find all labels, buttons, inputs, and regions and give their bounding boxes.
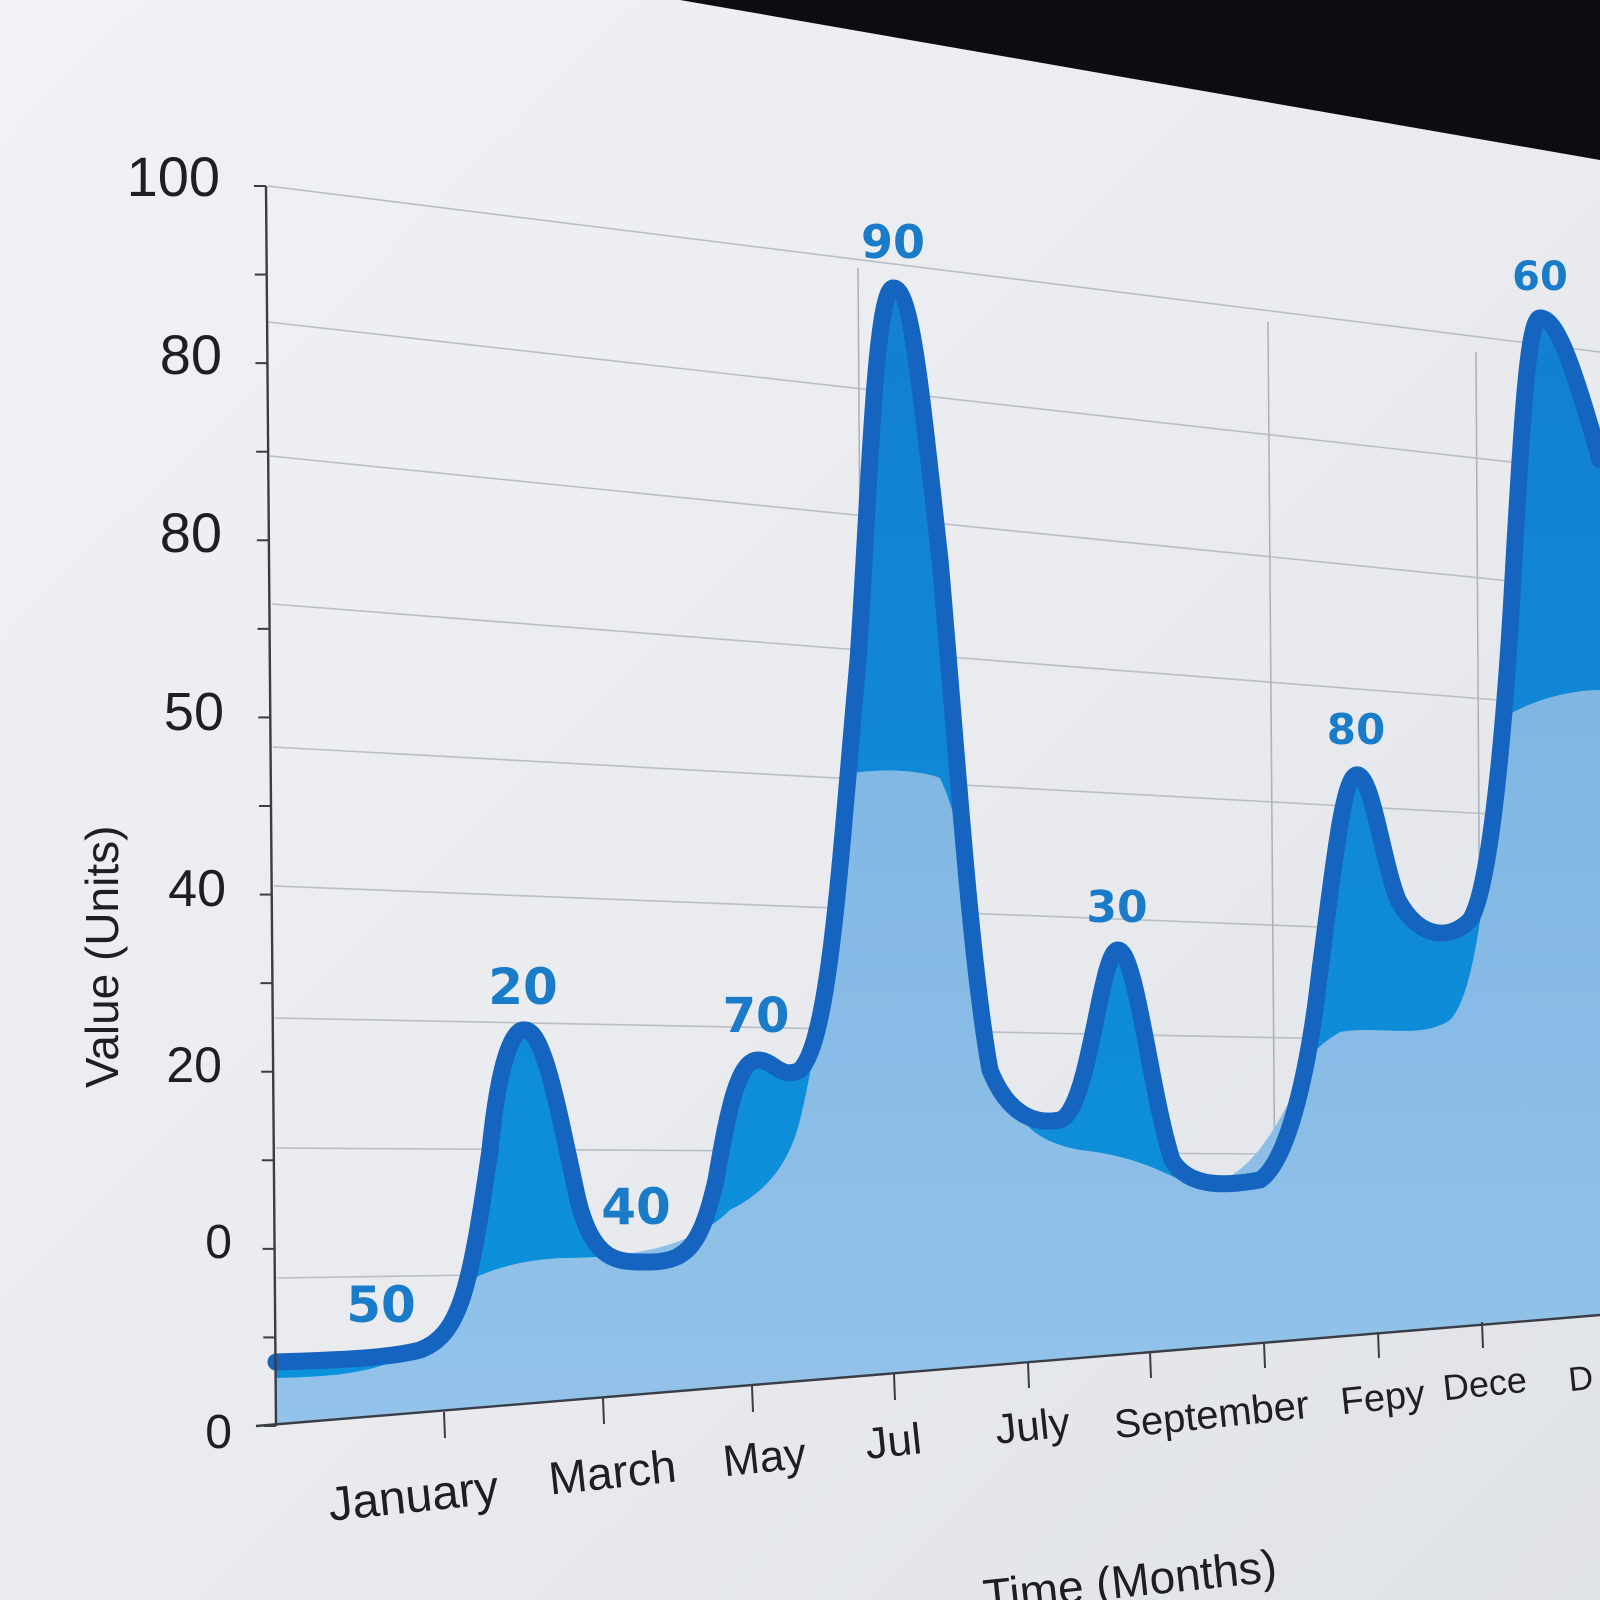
x-axis-line [255,1313,1600,1428]
y-tick-label: 20 [166,1037,222,1093]
data-point-label: 80 [1327,705,1385,754]
y-tick-label: 100 [127,145,220,208]
x-tick-label: D [1567,1359,1595,1399]
data-labels: 50 20 40 70 90 30 80 60 [346,215,1568,1334]
horizontal-gridline [267,185,1600,353]
y-tick-label: 50 [164,682,224,742]
y-tick-label: 80 [160,323,222,386]
x-tick-label: July [993,1398,1072,1453]
x-axis-tick [1377,1331,1380,1359]
x-axis-tick [751,1385,754,1413]
data-point-label: 20 [488,958,558,1016]
y-tick-label: 0 [205,1216,232,1269]
y-tick-label: 0 [205,1406,232,1459]
y-tick-label: 80 [160,501,222,564]
x-axis-tick [1149,1351,1152,1379]
series-line [267,279,1600,1371]
x-tick-label: Fepy [1339,1373,1427,1424]
x-axis-tick [1481,1321,1484,1349]
x-axis-tick [1027,1361,1030,1389]
x-axis-tick [443,1411,446,1439]
data-point-label: 30 [1086,882,1147,933]
x-tick-label: May [721,1429,809,1486]
data-point-label: 50 [346,1276,416,1334]
data-point-label: 60 [1512,254,1568,300]
x-axis-tick [893,1373,896,1401]
y-axis-tick-labels: 0 0 20 40 50 80 80 100 [127,145,232,1459]
axes [254,185,1600,1439]
y-tick-label: 40 [168,860,226,918]
lower-series-area [276,690,1600,1425]
data-point-label: 90 [861,215,925,269]
data-point-label: 40 [601,1178,671,1236]
data-point-label: 70 [723,988,790,1044]
x-tick-label: Dece [1441,1359,1529,1409]
x-axis-tick [1263,1341,1266,1369]
x-axis-tick [602,1397,605,1425]
y-axis-title: Value (Units) [76,826,128,1088]
x-tick-label: Jul [863,1414,924,1469]
horizontal-gridline [267,321,1600,473]
area-fills [267,279,1600,1425]
